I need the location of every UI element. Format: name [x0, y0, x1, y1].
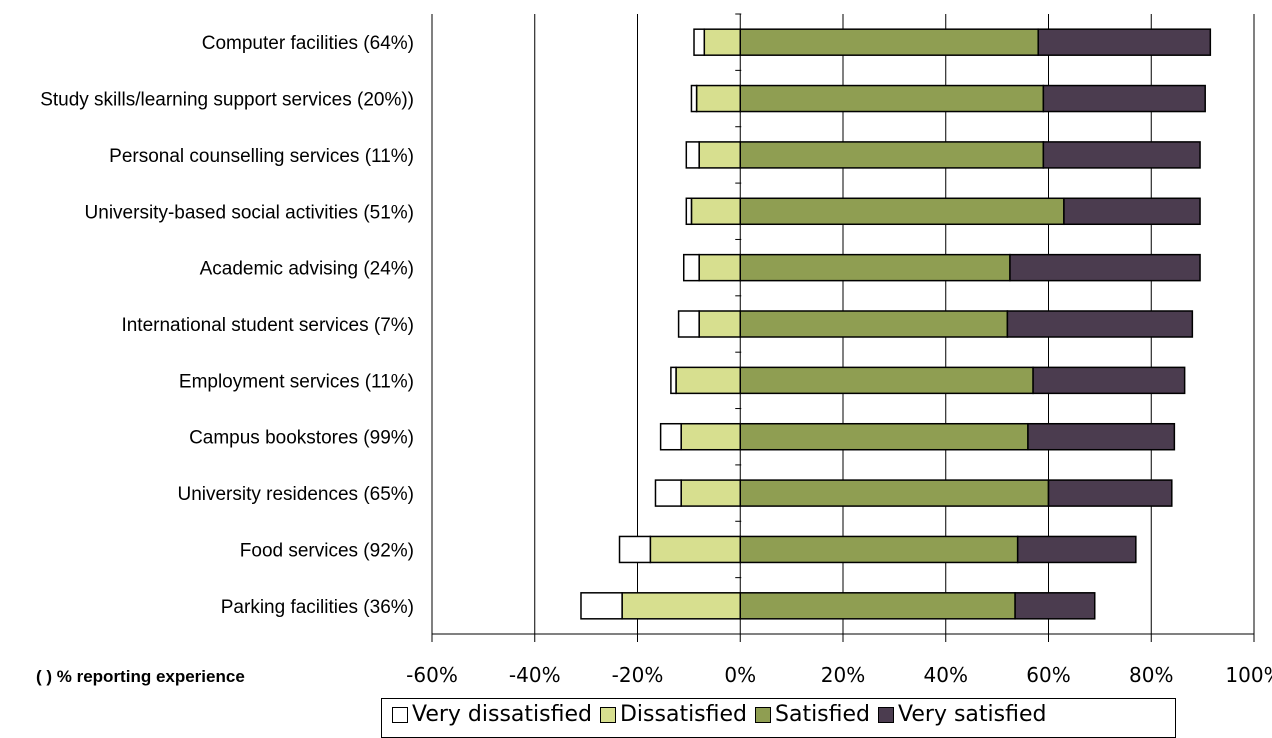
bar-very-dissatisfied-1: [690, 84, 698, 113]
legend-label-dissatisfied: Dissatisfied: [619, 702, 747, 727]
category-label-10: Parking facilities (36%): [221, 597, 414, 618]
category-label-7: Campus bookstores (99%): [189, 428, 414, 449]
x-tick-label-2: -20%: [612, 663, 664, 687]
bar-very-dissatisfied-0: [693, 28, 706, 56]
bar-satisfied-8: [739, 479, 1050, 507]
bar-very-satisfied-6: [1032, 366, 1186, 395]
category-label-2: Personal counselling services (11%): [109, 146, 414, 167]
legend-label-very-satisfied: Very satisfied: [898, 702, 1047, 727]
bar-dissatisfied-2: [698, 141, 742, 169]
x-tick-label-7: 80%: [1129, 663, 1173, 687]
x-tick-label-5: 40%: [924, 663, 968, 687]
bar-dissatisfied-0: [703, 28, 741, 56]
category-label-5: International student services (7%): [121, 315, 414, 336]
bar-very-satisfied-9: [1016, 535, 1137, 564]
bar-very-satisfied-2: [1042, 141, 1201, 169]
legend-label-satisfied: Satisfied: [775, 702, 871, 727]
bar-satisfied-7: [739, 422, 1029, 451]
bar-satisfied-6: [739, 366, 1034, 395]
bar-very-dissatisfied-2: [685, 141, 700, 169]
bar-very-satisfied-0: [1037, 28, 1212, 56]
legend-item-very-satisfied: Very satisfied: [878, 702, 1046, 727]
bar-very-satisfied-4: [1009, 253, 1201, 282]
bar-satisfied-9: [739, 535, 1019, 564]
bar-dissatisfied-10: [621, 592, 742, 620]
bar-very-dissatisfied-5: [677, 310, 700, 338]
bar-dissatisfied-9: [649, 535, 741, 564]
x-tick-label-3: 0%: [724, 663, 756, 687]
legend-label-very-dissatisfied: Very dissatisfied: [412, 702, 592, 727]
bar-very-dissatisfied-6: [670, 366, 677, 395]
bar-very-satisfied-5: [1006, 310, 1194, 338]
bar-very-satisfied-7: [1027, 422, 1176, 451]
bar-dissatisfied-8: [680, 479, 742, 507]
category-label-9: Food services (92%): [240, 540, 414, 561]
bar-very-dissatisfied-10: [580, 592, 623, 620]
legend-swatch-dissatisfied: [599, 706, 616, 723]
x-tick-label-8: 100%: [1225, 663, 1272, 687]
chart-footnote: ( ) % reporting experience: [36, 667, 245, 686]
legend-item-very-dissatisfied: Very dissatisfied: [392, 702, 592, 727]
x-tick-label-1: -40%: [509, 663, 561, 687]
bar-very-satisfied-8: [1047, 479, 1173, 507]
bar-very-dissatisfied-3: [685, 197, 693, 226]
bar-very-dissatisfied-4: [682, 253, 700, 282]
bar-satisfied-2: [739, 141, 1045, 169]
bar-dissatisfied-4: [698, 253, 742, 282]
bar-satisfied-0: [739, 28, 1039, 56]
category-label-4: Academic advising (24%): [200, 259, 414, 280]
legend-item-satisfied: Satisfied: [755, 702, 870, 727]
bar-very-satisfied-10: [1014, 592, 1096, 620]
category-label-6: Employment services (11%): [179, 371, 414, 392]
category-label-1: Study skills/learning support services (…: [40, 90, 414, 111]
x-tick-label-6: 60%: [1026, 663, 1070, 687]
legend-swatch-very-dissatisfied: [392, 706, 408, 723]
bar-very-satisfied-1: [1042, 84, 1206, 113]
bar-satisfied-5: [739, 310, 1009, 338]
bar-dissatisfied-1: [695, 84, 741, 113]
bar-very-dissatisfied-8: [654, 479, 682, 507]
legend-swatch-very-satisfied: [878, 706, 895, 723]
bar-satisfied-1: [739, 84, 1045, 113]
bar-satisfied-4: [739, 253, 1011, 282]
bar-satisfied-3: [739, 197, 1065, 226]
chart-legend: Very dissatisfied Dissatisfied Satisfied…: [381, 698, 1176, 738]
x-tick-label-0: -60%: [406, 663, 458, 687]
legend-swatch-satisfied: [755, 706, 771, 723]
bar-dissatisfied-5: [698, 310, 742, 338]
category-label-8: University residences (65%): [177, 484, 414, 505]
bar-very-dissatisfied-7: [659, 422, 682, 451]
category-label-0: Computer facilities (64%): [202, 33, 414, 54]
bar-dissatisfied-7: [680, 422, 742, 451]
legend-item-dissatisfied: Dissatisfied: [599, 702, 747, 727]
bar-very-dissatisfied-9: [618, 535, 652, 564]
bar-dissatisfied-6: [675, 366, 741, 395]
x-tick-label-4: 20%: [821, 663, 865, 687]
bar-very-satisfied-3: [1063, 197, 1201, 226]
bar-satisfied-10: [739, 592, 1016, 620]
category-label-3: University-based social activities (51%): [85, 202, 414, 223]
bar-dissatisfied-3: [690, 197, 741, 226]
